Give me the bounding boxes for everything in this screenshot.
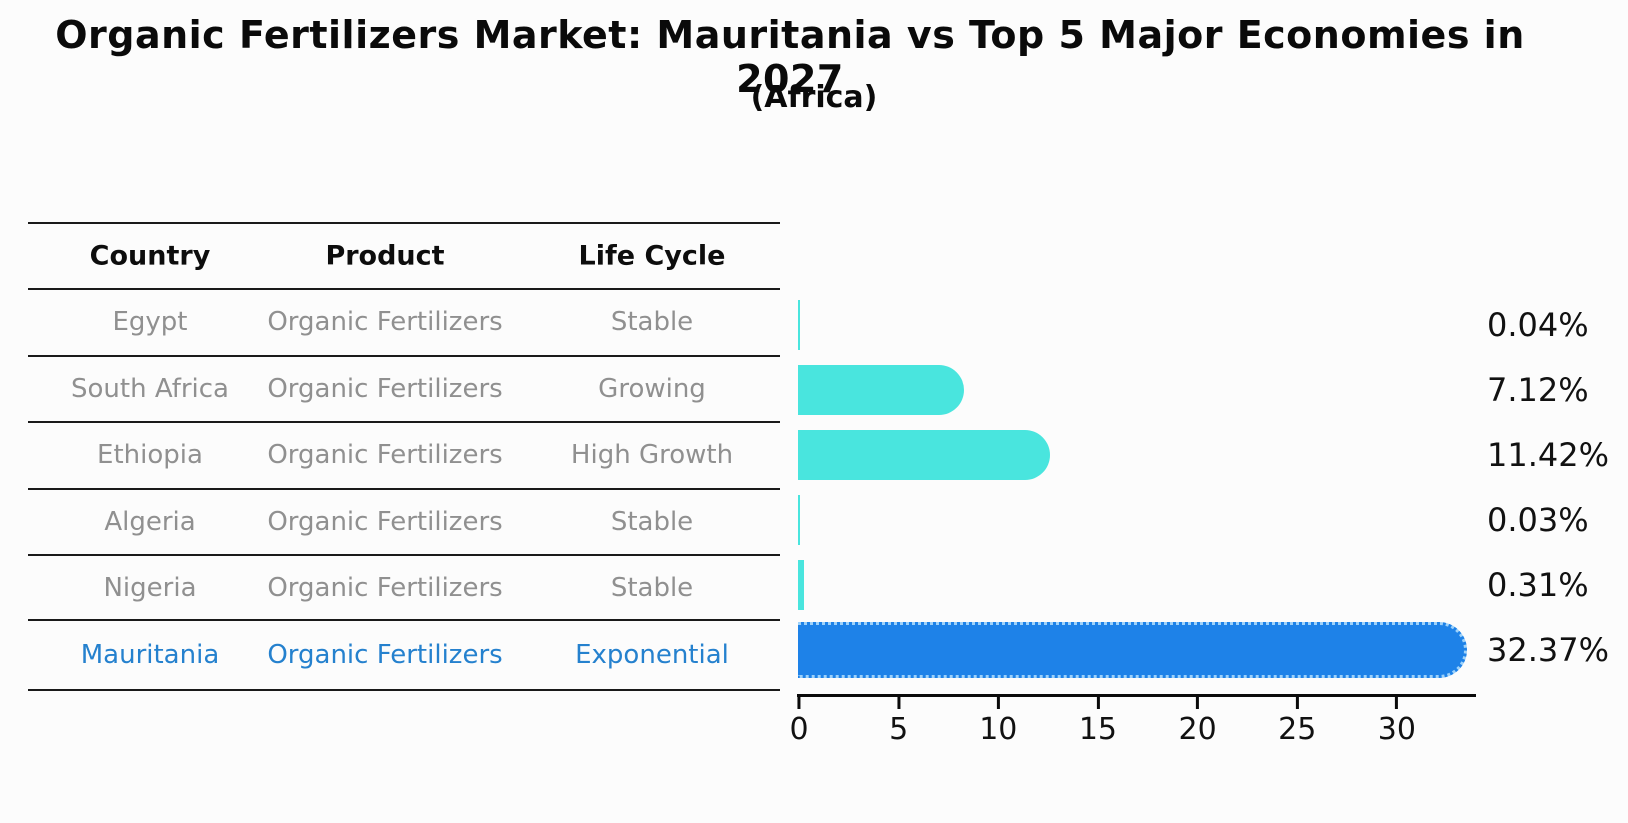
bar-algeria xyxy=(798,495,800,545)
x-axis-tick-label: 30 xyxy=(1377,712,1416,747)
bar-mauritania-highlight xyxy=(798,622,1468,678)
x-axis-tick-mark xyxy=(1096,697,1100,709)
cell-life-cycle: High Growth xyxy=(570,440,734,470)
value-label: 7.12% xyxy=(1487,371,1589,409)
column-header-product: Product xyxy=(325,240,445,272)
cell-life-cycle-highlight: Exponential xyxy=(575,640,729,670)
bar-nigeria xyxy=(798,560,805,610)
x-axis-tick-mark xyxy=(1295,697,1299,709)
chart-subtitle: (Africa) xyxy=(750,80,878,115)
cell-life-cycle: Stable xyxy=(610,573,694,603)
x-axis-tick: 0 xyxy=(789,697,809,747)
cell-life-cycle: Stable xyxy=(610,507,694,537)
cell-product-highlight: Organic Fertilizers xyxy=(267,640,503,670)
cell-life-cycle: Stable xyxy=(610,307,694,337)
table-line xyxy=(28,689,780,691)
x-axis-tick-mark xyxy=(897,697,901,709)
column-header-country: Country xyxy=(89,240,211,272)
table-line xyxy=(28,288,780,290)
cell-country: South Africa xyxy=(71,374,229,404)
x-axis-tick: 25 xyxy=(1278,697,1316,747)
cell-country-highlight: Mauritania xyxy=(80,640,220,670)
table-line xyxy=(28,222,780,224)
cell-product: Organic Fertilizers xyxy=(267,573,503,603)
value-label: 0.03% xyxy=(1487,501,1589,539)
x-axis-tick-label: 0 xyxy=(789,712,809,747)
bar-south-africa xyxy=(798,365,964,415)
x-axis-tick: 10 xyxy=(979,697,1017,747)
cell-country: Algeria xyxy=(104,507,196,537)
table-line xyxy=(28,355,780,357)
x-axis-tick: 15 xyxy=(1079,697,1117,747)
cell-life-cycle: Growing xyxy=(598,374,706,404)
table-line xyxy=(28,619,780,621)
x-axis-tick-label: 15 xyxy=(1078,712,1118,747)
bar-egypt xyxy=(798,300,800,350)
value-label: 11.42% xyxy=(1487,436,1610,474)
x-axis-tick: 20 xyxy=(1179,697,1217,747)
cell-product: Organic Fertilizers xyxy=(267,440,503,470)
cell-product: Organic Fertilizers xyxy=(267,374,503,404)
x-axis-tick: 5 xyxy=(889,697,908,747)
cell-product: Organic Fertilizers xyxy=(267,507,503,537)
cell-product: Organic Fertilizers xyxy=(267,307,503,337)
value-label: 32.37% xyxy=(1487,631,1610,669)
x-axis-tick-label: 20 xyxy=(1178,712,1217,747)
x-axis-tick-label: 25 xyxy=(1278,712,1317,747)
table-line xyxy=(28,488,780,490)
cell-country: Ethiopia xyxy=(97,440,203,470)
chart-title: Organic Fertilizers Market: Mauritania v… xyxy=(55,13,1525,101)
x-axis-tick-label: 5 xyxy=(889,712,909,747)
x-axis-tick-label: 10 xyxy=(979,712,1018,747)
cell-country: Egypt xyxy=(112,307,188,337)
cell-country: Nigeria xyxy=(103,573,197,603)
x-axis-tick-mark xyxy=(1196,697,1200,709)
value-label: 0.31% xyxy=(1487,566,1589,604)
x-axis-tick-mark xyxy=(797,697,801,709)
table-line xyxy=(28,554,780,556)
table-line xyxy=(28,421,780,423)
column-header-life-cycle: Life Cycle xyxy=(578,240,726,272)
x-axis-tick-mark xyxy=(1395,697,1399,709)
x-axis-tick-mark xyxy=(996,697,1000,709)
x-axis-line xyxy=(797,694,1476,697)
bar-ethiopia xyxy=(798,430,1050,480)
x-axis-tick: 30 xyxy=(1378,697,1416,747)
value-label: 0.04% xyxy=(1487,306,1589,344)
